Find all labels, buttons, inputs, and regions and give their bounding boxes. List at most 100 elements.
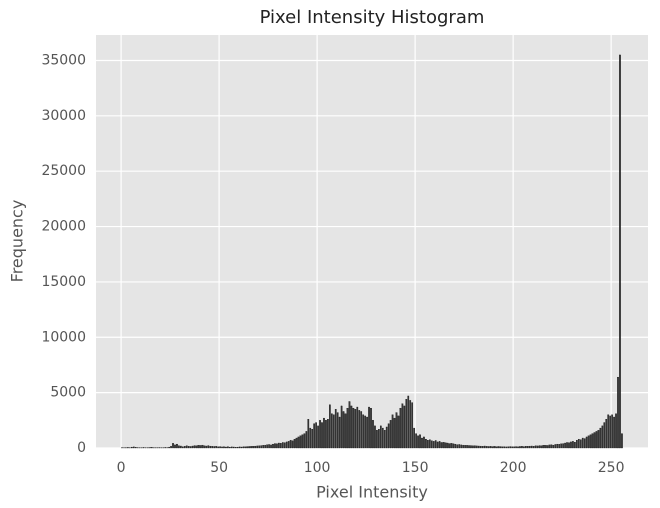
bar xyxy=(399,407,402,449)
bar xyxy=(358,410,361,449)
bar xyxy=(560,443,562,449)
bar xyxy=(507,446,510,449)
bar xyxy=(344,413,347,449)
bar xyxy=(131,446,133,449)
bar xyxy=(546,445,549,449)
bar xyxy=(419,434,421,449)
bar xyxy=(436,441,439,449)
bar xyxy=(217,446,219,449)
bar xyxy=(183,446,186,449)
y-tick-label: 10000 xyxy=(41,329,86,345)
bar xyxy=(283,442,286,449)
bar xyxy=(327,419,329,449)
bar xyxy=(538,445,541,449)
bar xyxy=(603,422,606,449)
bar xyxy=(481,446,484,449)
bar xyxy=(323,417,325,449)
bar xyxy=(330,413,333,449)
bar xyxy=(534,445,537,449)
bar xyxy=(434,440,437,449)
bar xyxy=(615,413,617,449)
bar xyxy=(540,445,543,449)
bar xyxy=(229,446,231,449)
bar xyxy=(499,446,502,449)
bar xyxy=(307,419,310,449)
bar xyxy=(317,425,319,449)
bar xyxy=(205,445,208,449)
bar xyxy=(591,433,594,449)
bar xyxy=(262,445,265,449)
bar xyxy=(329,404,331,449)
bar xyxy=(211,446,214,449)
bar xyxy=(360,411,363,449)
bar xyxy=(352,407,355,449)
bar xyxy=(548,444,551,449)
bar xyxy=(309,427,312,449)
bar xyxy=(466,445,468,449)
bar xyxy=(411,402,414,449)
bar xyxy=(503,446,506,449)
bar xyxy=(440,442,443,449)
bar xyxy=(505,446,508,449)
bar xyxy=(556,443,559,449)
y-tick-label: 30000 xyxy=(41,108,86,124)
bar xyxy=(346,407,349,449)
bar xyxy=(572,441,574,449)
bar xyxy=(617,376,619,449)
bar xyxy=(450,443,453,449)
bar xyxy=(276,443,278,449)
bar xyxy=(287,441,290,449)
y-tick-label: 15000 xyxy=(41,274,86,290)
bar xyxy=(391,414,394,449)
y-tick-label: 25000 xyxy=(41,163,86,179)
bar xyxy=(295,437,298,449)
bar xyxy=(319,420,321,449)
bar xyxy=(521,446,523,449)
bar xyxy=(444,442,447,449)
bar xyxy=(393,417,396,449)
bar xyxy=(493,446,496,449)
bar xyxy=(593,432,596,449)
bar xyxy=(193,445,196,449)
bar xyxy=(585,436,588,449)
bar xyxy=(289,440,292,449)
bar xyxy=(428,439,431,449)
bar xyxy=(170,446,172,449)
bar xyxy=(456,444,459,449)
bar xyxy=(452,443,455,449)
bar xyxy=(195,445,198,449)
bar xyxy=(515,446,517,449)
bar xyxy=(509,446,512,449)
x-tick-label: 100 xyxy=(304,460,331,476)
bar xyxy=(442,442,445,449)
bar xyxy=(491,446,494,449)
bar xyxy=(430,440,433,449)
bar xyxy=(332,414,335,449)
bar xyxy=(127,447,129,449)
bar xyxy=(225,446,227,449)
bar xyxy=(240,446,243,449)
bar xyxy=(427,440,429,449)
bar xyxy=(566,442,568,449)
bar xyxy=(479,445,482,449)
bar xyxy=(281,442,284,449)
bar xyxy=(472,445,474,449)
bar xyxy=(325,420,327,449)
bar xyxy=(180,445,182,449)
bar xyxy=(525,446,527,449)
bar xyxy=(372,420,374,449)
bar xyxy=(268,444,270,449)
bar xyxy=(258,445,261,449)
bar xyxy=(191,445,194,449)
bar xyxy=(311,429,314,449)
bar xyxy=(368,406,370,449)
bar xyxy=(313,423,316,449)
bar xyxy=(189,446,192,449)
bar xyxy=(438,441,441,449)
bar xyxy=(315,422,317,449)
bar xyxy=(613,416,615,449)
bar xyxy=(293,438,296,449)
x-tick-label: 200 xyxy=(500,460,527,476)
bar xyxy=(458,444,461,449)
bar xyxy=(185,445,188,449)
